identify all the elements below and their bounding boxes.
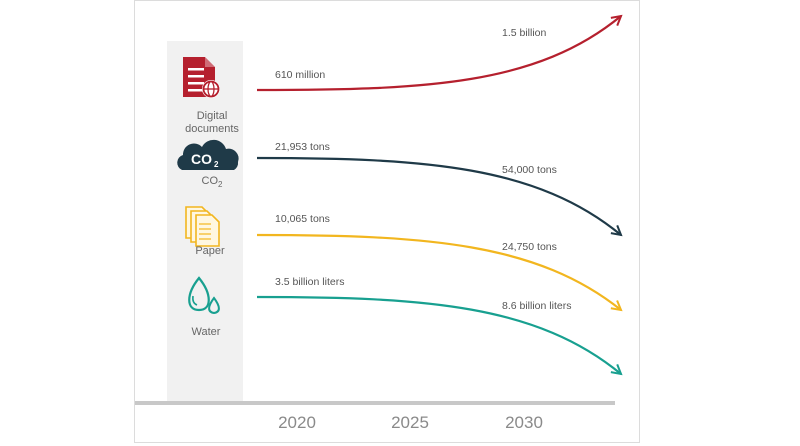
- series-name: Water: [192, 326, 221, 338]
- series-line: [256, 16, 621, 92]
- start-value-label: 21,953 tons: [275, 141, 330, 153]
- svg-text:CO: CO: [191, 151, 212, 167]
- series-line: [256, 233, 621, 310]
- digital-document-icon: [183, 57, 220, 98]
- svg-text:Paper: Paper: [195, 245, 225, 257]
- series-name: CO2: [202, 175, 224, 189]
- svg-text:CO2: CO2: [202, 175, 224, 189]
- x-tick-label: 2020: [278, 413, 316, 432]
- water-drop-icon: [188, 276, 220, 315]
- end-value-label: 1.5 billion: [502, 27, 547, 39]
- x-tick-labels: 2020 2025 2030: [278, 413, 543, 432]
- series-name: Paper: [195, 245, 225, 257]
- value-labels: 610 million 1.5 billion 21,953 tons 54,000 …: [275, 27, 571, 312]
- chart-frame: Digital documents CO 2 CO2 Paper Water 610 mil…: [134, 0, 640, 443]
- paper-stack-icon: [185, 206, 220, 247]
- series-name: Digital documents: [185, 110, 239, 135]
- end-value-label: 8.6 billion liters: [502, 300, 571, 312]
- co2-cloud-icon: CO 2: [177, 139, 239, 170]
- start-value-label: 610 million: [275, 69, 325, 81]
- start-value-label: 3.5 billion liters: [275, 276, 344, 288]
- x-tick-label: 2025: [391, 413, 429, 432]
- end-value-label: 54,000 tons: [502, 164, 557, 176]
- series-lines: [256, 16, 621, 374]
- series-line: [256, 295, 621, 374]
- series-line: [256, 156, 621, 235]
- x-tick-label: 2030: [505, 413, 543, 432]
- svg-text:Water: Water: [192, 326, 221, 338]
- end-value-label: 24,750 tons: [502, 241, 557, 253]
- svg-text:2: 2: [214, 160, 219, 169]
- start-value-label: 10,065 tons: [275, 213, 330, 225]
